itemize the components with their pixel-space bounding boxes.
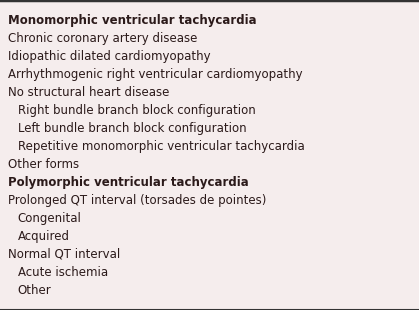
Text: Repetitive monomorphic ventricular tachycardia: Repetitive monomorphic ventricular tachy… xyxy=(18,140,304,153)
Text: Congenital: Congenital xyxy=(18,212,81,225)
Text: Polymorphic ventricular tachycardia: Polymorphic ventricular tachycardia xyxy=(8,176,248,189)
Text: Left bundle branch block configuration: Left bundle branch block configuration xyxy=(18,122,246,135)
Text: Prolonged QT interval (torsades de pointes): Prolonged QT interval (torsades de point… xyxy=(8,194,266,207)
Text: Chronic coronary artery disease: Chronic coronary artery disease xyxy=(8,32,197,45)
Text: Other: Other xyxy=(18,284,52,297)
Text: Normal QT interval: Normal QT interval xyxy=(8,248,120,261)
Text: Idiopathic dilated cardiomyopathy: Idiopathic dilated cardiomyopathy xyxy=(8,50,210,63)
Text: Acquired: Acquired xyxy=(18,230,70,243)
Text: Arrhythmogenic right ventricular cardiomyopathy: Arrhythmogenic right ventricular cardiom… xyxy=(8,68,302,81)
Text: No structural heart disease: No structural heart disease xyxy=(8,86,169,99)
Text: Other forms: Other forms xyxy=(8,158,79,171)
Text: Acute ischemia: Acute ischemia xyxy=(18,266,108,279)
Text: Monomorphic ventricular tachycardia: Monomorphic ventricular tachycardia xyxy=(8,14,256,27)
Text: Right bundle branch block configuration: Right bundle branch block configuration xyxy=(18,104,255,117)
